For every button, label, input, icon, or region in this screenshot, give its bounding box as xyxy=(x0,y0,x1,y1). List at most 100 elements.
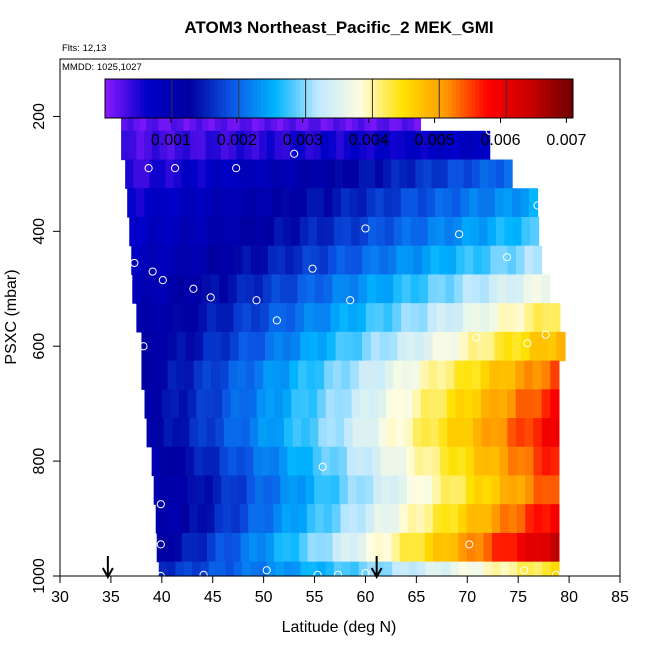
heatmap-cell xyxy=(524,245,534,276)
heatmap-cell xyxy=(315,532,325,563)
heatmap-cell xyxy=(358,159,368,189)
heatmap-cell xyxy=(190,130,199,161)
heatmap-cell xyxy=(338,446,348,477)
heatmap-cell xyxy=(435,130,445,161)
colorbar-segment xyxy=(420,79,426,118)
colorbar-segment xyxy=(300,79,305,118)
heatmap-cell xyxy=(259,130,268,161)
heatmap-cell xyxy=(254,274,264,304)
heatmap-cell xyxy=(155,504,165,534)
heatmap-cell xyxy=(365,303,376,333)
heatmap-cell xyxy=(532,360,543,390)
heatmap-cell xyxy=(182,130,191,161)
observation-point xyxy=(148,267,157,276)
heatmap-cell xyxy=(141,159,150,189)
heatmap-cell xyxy=(342,561,352,577)
heatmap-cell xyxy=(233,561,243,577)
heatmap-cell xyxy=(550,418,560,448)
observation-point xyxy=(346,296,355,305)
heatmap-cell xyxy=(156,245,167,276)
heatmap-cell xyxy=(162,303,173,333)
heatmap-cell xyxy=(304,446,314,477)
heatmap-cell xyxy=(326,331,337,362)
heatmap-cell xyxy=(433,561,443,577)
observation-point xyxy=(318,462,327,471)
heatmap-cell xyxy=(150,360,160,390)
heatmap-cell xyxy=(366,159,376,189)
heatmap-cell xyxy=(474,504,484,534)
heatmap-cell xyxy=(424,504,434,534)
heatmap-cell xyxy=(231,216,241,247)
heatmap-cell xyxy=(185,446,195,477)
heatmap-cell xyxy=(150,331,160,362)
colorbar-segment xyxy=(335,79,340,118)
heatmap-cell xyxy=(441,504,451,534)
heatmap-cell xyxy=(529,331,540,362)
observation-point xyxy=(551,570,560,579)
heatmap-cell xyxy=(436,274,446,304)
heatmap-cell xyxy=(232,418,242,448)
heatmap-cell xyxy=(358,561,368,577)
heatmap-cell xyxy=(454,360,464,390)
heatmap-cell xyxy=(313,130,322,161)
heatmap-cell xyxy=(507,245,517,276)
heatmap-cell xyxy=(488,274,499,304)
heatmap-cell xyxy=(219,274,229,304)
heatmap-cell xyxy=(385,216,395,247)
heatmap-cell xyxy=(248,504,258,534)
heatmap-cell xyxy=(386,389,396,419)
heatmap-cell xyxy=(444,216,454,247)
chart-title: ATOM3 Northeast_Pacific_2 MEK_GMI xyxy=(184,18,493,37)
heatmap-cell xyxy=(174,130,184,161)
heatmap-cell xyxy=(366,532,376,563)
heatmap-cell xyxy=(175,274,186,304)
heatmap-cell xyxy=(368,389,379,419)
x-tick-label: 70 xyxy=(458,589,476,606)
heatmap-cell xyxy=(306,360,316,390)
heatmap-cell xyxy=(343,130,353,161)
heatmap-cell xyxy=(533,475,543,505)
heatmap-cell xyxy=(530,216,540,247)
heatmap-cell xyxy=(195,475,205,505)
heatmap-cell xyxy=(245,274,255,304)
heatmap-cell xyxy=(541,389,551,419)
heatmap-cell xyxy=(326,159,336,189)
x-tick-label: 45 xyxy=(204,589,222,606)
heatmap-cell xyxy=(314,475,324,505)
heatmap-cell xyxy=(335,418,345,448)
heatmap-cell xyxy=(180,216,190,247)
heatmap-cell xyxy=(443,188,453,218)
heatmap-cell xyxy=(420,389,431,419)
colorbar-segment xyxy=(140,79,145,118)
heatmap-cell xyxy=(316,216,326,247)
heatmap-cell xyxy=(321,303,332,333)
heatmap-cell xyxy=(393,360,403,390)
heatmap-cell xyxy=(284,418,294,448)
heatmap-cell xyxy=(430,245,440,276)
heatmap-cell xyxy=(184,360,195,390)
heatmap-cell xyxy=(323,274,333,304)
heatmap-cell xyxy=(307,532,317,563)
heatmap-cell xyxy=(461,216,471,247)
heatmap-cell xyxy=(223,418,234,448)
heatmap-cell xyxy=(332,274,342,304)
heatmap-cell xyxy=(128,130,138,161)
heatmap-cell xyxy=(431,159,441,189)
heatmap-cell xyxy=(350,561,360,577)
heatmap-cell xyxy=(472,389,482,419)
heatmap-cell xyxy=(314,274,325,304)
heatmap-cell xyxy=(365,504,375,534)
heatmap-cell xyxy=(471,360,482,390)
colorbar-segment xyxy=(409,79,414,118)
heatmap-cell xyxy=(551,303,561,333)
colorbar-segment xyxy=(479,79,484,118)
heatmap-cell xyxy=(382,130,391,161)
heatmap-cell xyxy=(341,532,351,563)
colorbar-segment xyxy=(108,79,114,118)
heatmap-cell xyxy=(229,331,240,362)
heatmap-cell xyxy=(255,188,265,218)
heatmap-cell xyxy=(430,418,440,448)
heatmap-cell xyxy=(304,303,314,333)
heatmap-cell xyxy=(159,130,168,161)
colorbar-segment xyxy=(417,79,422,118)
